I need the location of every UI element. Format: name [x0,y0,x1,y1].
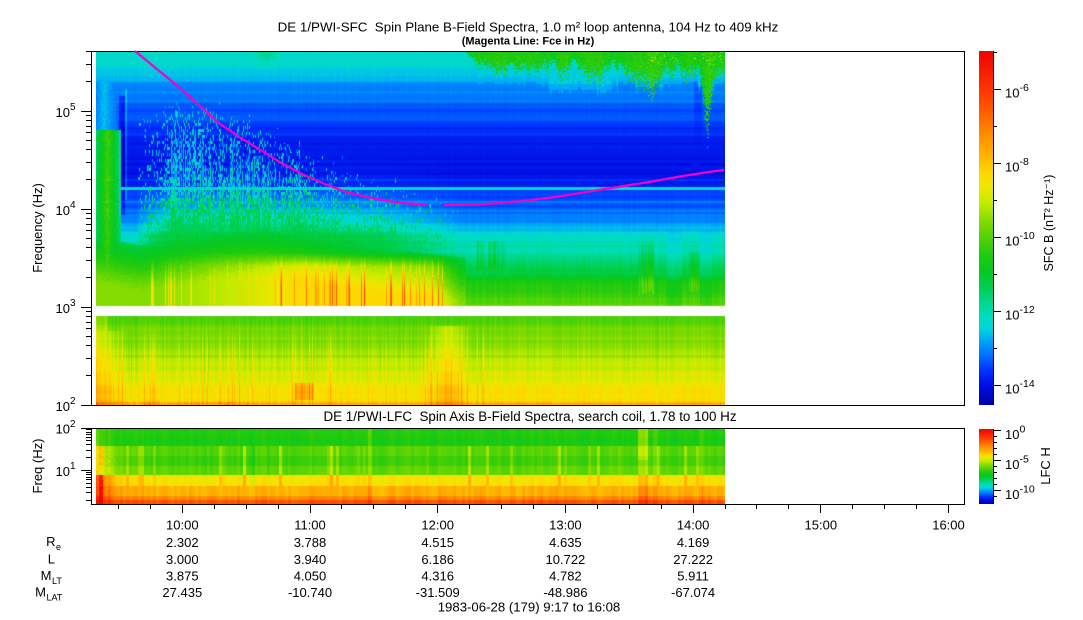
svg-text:M: M [35,585,46,600]
svg-text:Freq (Hz): Freq (Hz) [30,439,45,494]
svg-text:10: 10 [1005,382,1019,397]
svg-text:10: 10 [1005,160,1019,175]
svg-text:27.222: 27.222 [673,552,713,567]
svg-text:-6: -6 [1020,82,1029,94]
svg-text:4.050: 4.050 [294,569,327,584]
svg-text:15:00: 15:00 [805,518,838,533]
svg-text:3.788: 3.788 [294,535,327,550]
svg-text:-8: -8 [1020,156,1029,168]
svg-text:10: 10 [56,399,70,414]
svg-text:-10.740: -10.740 [288,585,332,600]
svg-text:DE 1/PWI-SFC Spin Plane B-Fie: DE 1/PWI-SFC Spin Plane B-Field Spectra,… [278,20,779,35]
svg-text:R: R [46,534,55,549]
svg-text:LFC H: LFC H [1038,447,1053,485]
svg-text:27.435: 27.435 [162,585,202,600]
svg-text:10: 10 [1005,234,1019,249]
svg-text:11:00: 11:00 [294,518,326,533]
svg-text:10: 10 [56,422,70,437]
svg-text:14:00: 14:00 [677,518,710,533]
svg-text:-12: -12 [1020,304,1035,316]
svg-text:4.635: 4.635 [549,535,582,550]
svg-text:0: 0 [1020,424,1026,436]
svg-text:10: 10 [1005,308,1019,323]
svg-text:SFC B (nT² Hz⁻¹): SFC B (nT² Hz⁻¹) [1042,175,1056,272]
svg-text:3: 3 [70,298,76,309]
svg-text:5: 5 [70,102,76,113]
svg-text:10: 10 [56,105,70,120]
svg-text:3.940: 3.940 [294,552,327,567]
svg-text:-48.986: -48.986 [543,585,587,600]
svg-text:4.316: 4.316 [421,569,454,584]
svg-text:1: 1 [70,461,76,472]
svg-text:e: e [56,542,61,552]
svg-text:2.302: 2.302 [166,535,199,550]
svg-text:10: 10 [1005,487,1019,502]
svg-text:-14: -14 [1020,378,1035,390]
svg-text:10: 10 [56,464,70,479]
svg-text:4.515: 4.515 [421,535,454,550]
svg-text:-10: -10 [1020,230,1035,242]
svg-text:-67.074: -67.074 [671,585,715,600]
svg-text:16:00: 16:00 [932,518,965,533]
svg-text:10: 10 [56,301,70,316]
svg-text:LAT: LAT [47,593,63,603]
svg-text:L: L [48,552,55,567]
svg-text:13:00: 13:00 [549,518,582,533]
svg-text:LT: LT [52,576,62,586]
svg-text:(Magenta Line: Fce in Hz): (Magenta Line: Fce in Hz) [462,36,595,48]
svg-text:10:00: 10:00 [166,518,199,533]
svg-text:4.782: 4.782 [549,569,582,584]
svg-text:-5: -5 [1020,454,1029,466]
svg-text:-31.509: -31.509 [416,585,460,600]
svg-text:DE 1/PWI-LFC Spin Axis B-Fiel: DE 1/PWI-LFC Spin Axis B-Field Spectra, … [323,409,736,424]
svg-text:2: 2 [70,396,76,407]
svg-text:10: 10 [1005,86,1019,101]
svg-text:-10: -10 [1020,484,1035,496]
svg-text:M: M [41,568,52,583]
svg-text:10.722: 10.722 [546,552,586,567]
svg-text:4: 4 [70,200,76,211]
svg-text:10: 10 [1005,427,1019,442]
svg-text:3.875: 3.875 [166,569,199,584]
svg-text:10: 10 [1005,457,1019,472]
svg-text:6.186: 6.186 [421,552,454,567]
svg-text:5.911: 5.911 [677,569,709,584]
svg-text:2: 2 [70,419,76,430]
svg-text:3.000: 3.000 [166,552,199,567]
svg-text:12:00: 12:00 [421,518,454,533]
svg-text:1983-06-28 (179) 9:17 to 16:08: 1983-06-28 (179) 9:17 to 16:08 [438,599,621,614]
svg-text:4.169: 4.169 [677,535,710,550]
svg-text:10: 10 [56,203,70,218]
svg-text:Frequency (Hz): Frequency (Hz) [30,183,45,273]
